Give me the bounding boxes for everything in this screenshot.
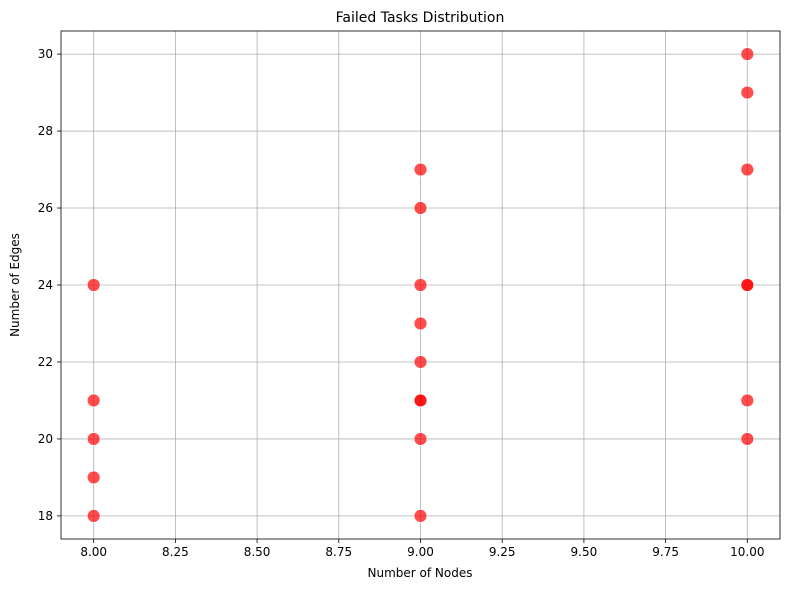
x-axis-label: Number of Nodes [368,566,473,580]
data-point [413,432,428,446]
y-tick-label: 22 [38,355,53,369]
x-tick-label: 8.75 [325,545,352,559]
data-point [740,393,755,408]
x-tick-label: 9.00 [407,545,434,559]
data-point [740,432,755,446]
data-point [86,432,101,446]
points-layer [86,47,755,523]
data-point [740,85,755,100]
data-point [413,316,428,331]
data-point [86,470,101,485]
x-tick-label: 9.25 [489,545,516,559]
x-tick-label: 8.00 [80,545,107,559]
y-tick-label: 30 [38,47,53,61]
chart-title: Failed Tasks Distribution [336,10,505,26]
x-tick-label: 8.50 [244,545,271,559]
data-point [86,393,101,408]
data-point [413,162,428,177]
data-point [86,509,101,523]
y-tick-label: 24 [38,278,53,292]
data-point [413,393,428,408]
data-point [740,278,755,292]
x-tick-label: 10.00 [730,545,764,559]
y-axis-label: Number of Edges [8,233,22,337]
data-point [413,509,428,523]
y-tick-label: 20 [38,432,53,446]
data-point [740,47,755,61]
data-point [86,278,101,292]
data-point [413,278,428,292]
x-tick-label: 9.50 [571,545,598,559]
y-tick-label: 26 [38,201,53,215]
ticks-layer: 8.00 8.25 8.50 8.75 9.00 9.25 9.50 9.75 10.00 18 2… [38,47,765,559]
x-tick-label: 8.25 [162,545,189,559]
y-tick-label: 18 [38,509,53,523]
x-tick-label: 9.75 [652,545,679,559]
data-point [740,162,755,177]
data-point [413,355,428,369]
data-point [413,201,428,215]
y-tick-label: 28 [38,124,53,138]
